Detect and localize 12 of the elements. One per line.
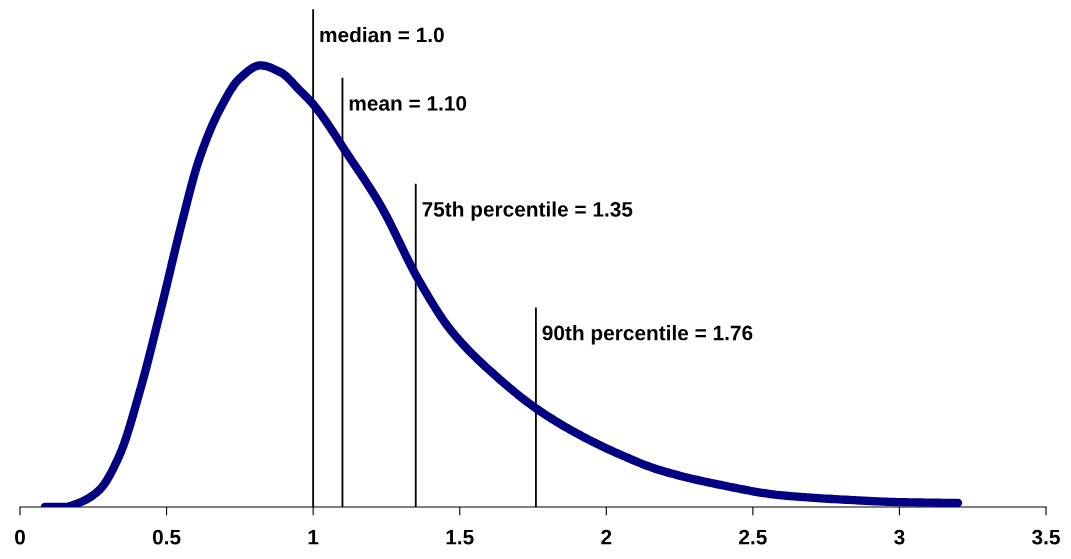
ref-line-label: mean = 1.10 (349, 95, 467, 111)
x-tick-label: 3.5 (1032, 529, 1060, 545)
x-tick-label: 0.5 (152, 529, 181, 545)
x-tick-label: 0 (15, 529, 25, 545)
ref-line-label: median = 1.0 (320, 26, 444, 43)
x-tick-label: 3 (894, 529, 905, 545)
x-tick-label: 2.5 (739, 529, 767, 545)
x-tick-label: 1.5 (446, 529, 474, 545)
ref-line-label: 75th percentile = 1.35 (422, 201, 633, 221)
x-tick-label: 2 (601, 529, 612, 545)
x-tick-label: 1 (308, 529, 319, 545)
ref-line-label: 90th percentile = 1.76 (542, 325, 753, 345)
